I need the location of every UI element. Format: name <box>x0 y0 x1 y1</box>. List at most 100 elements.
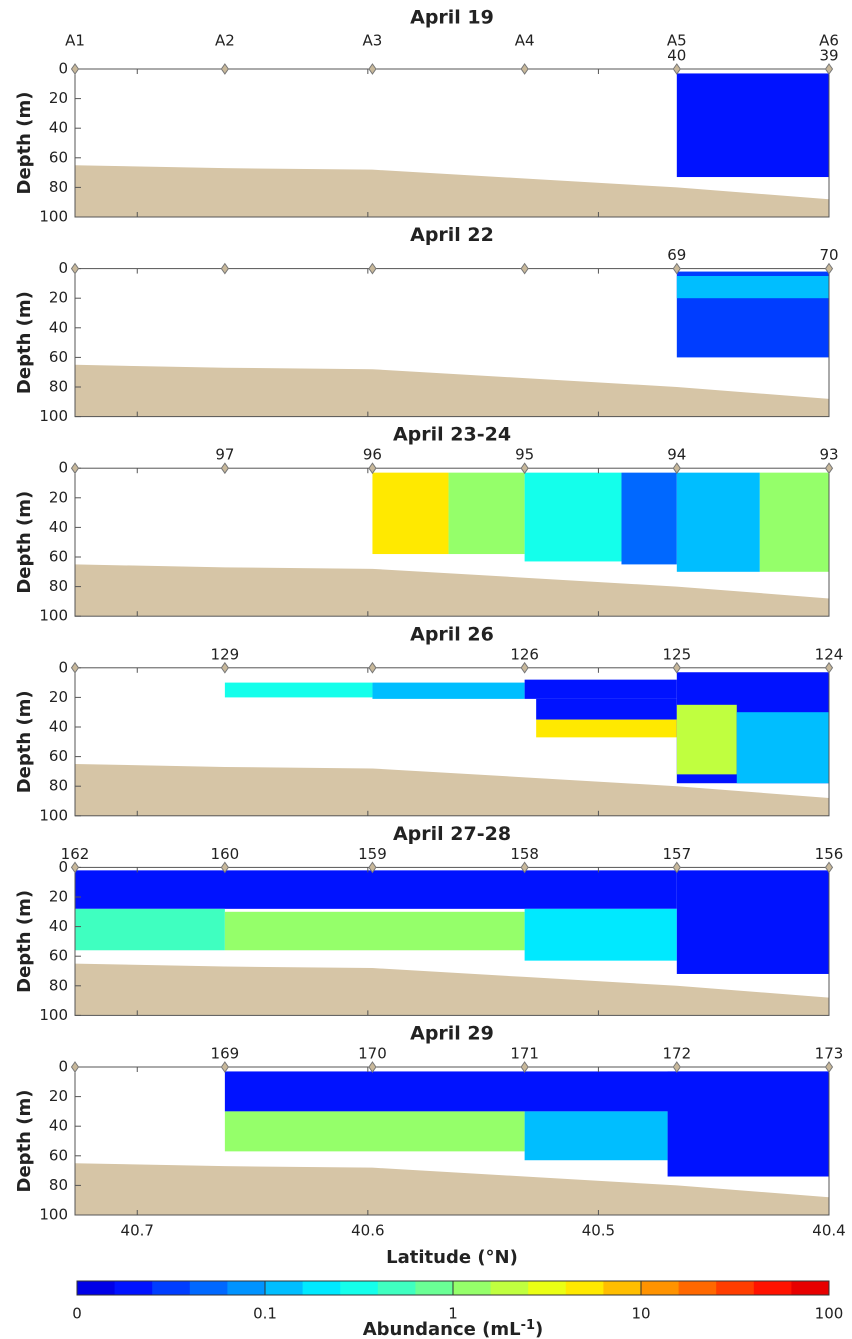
abundance-cell <box>676 472 760 572</box>
y-tick-label: 100 <box>39 1006 68 1024</box>
station-marker <box>220 1061 229 1073</box>
cast-label: 173 <box>815 1045 844 1063</box>
colorbar-swatch <box>340 1281 379 1295</box>
cast-label: 124 <box>815 645 844 663</box>
station-marker <box>70 861 80 874</box>
abundance-cell <box>224 911 525 951</box>
station-marker <box>70 262 80 275</box>
station-label: A5 <box>667 32 687 50</box>
station-marker <box>520 262 529 275</box>
abundance-cell <box>667 1071 829 1177</box>
plot-frame <box>74 667 830 817</box>
y-axis-label: Depth (m) <box>14 491 35 594</box>
colorbar-swatch <box>189 1281 228 1295</box>
station-marker <box>824 462 834 475</box>
station-label: A6 <box>819 32 839 50</box>
panel-title: April 22 <box>410 224 494 246</box>
station-marker <box>672 661 681 674</box>
station-marker <box>220 63 229 75</box>
panel-title: April 27-28 <box>393 823 511 845</box>
y-tick-label: 80 <box>49 976 68 994</box>
station-marker <box>824 861 834 874</box>
y-tick-label: 80 <box>49 1176 68 1194</box>
abundance-cell <box>448 472 525 555</box>
station-marker <box>520 462 529 475</box>
station-marker <box>368 661 377 674</box>
station-marker <box>220 661 229 674</box>
colorbar-tick-label: 100 <box>815 1305 844 1323</box>
abundance-cell <box>75 870 677 909</box>
y-tick-label: 20 <box>49 488 68 506</box>
y-tick-label: 60 <box>49 747 68 765</box>
station-marker <box>220 861 229 874</box>
abundance-cell <box>621 472 677 565</box>
cast-label: 94 <box>667 446 686 464</box>
colorbar-swatch <box>490 1281 529 1295</box>
cast-label: 97 <box>215 446 234 464</box>
cast-label: 169 <box>211 1045 240 1063</box>
colorbar-label-part: Abundance (mL <box>363 1319 521 1339</box>
abundance-cell <box>536 698 677 720</box>
abundance-cell <box>524 679 677 699</box>
x-tick-label: 40.7 <box>121 1222 154 1240</box>
station-marker <box>824 1061 834 1073</box>
abundance-cell <box>372 682 525 699</box>
plot-frame <box>74 866 830 1016</box>
abundance-cell <box>676 704 737 775</box>
y-tick-label: 40 <box>49 518 68 536</box>
y-tick-label: 60 <box>49 548 68 566</box>
y-tick-label: 20 <box>49 688 68 706</box>
abundance-cell <box>536 719 677 738</box>
station-marker <box>70 661 80 674</box>
cast-label: 125 <box>662 645 691 663</box>
plot-frame <box>74 1066 830 1216</box>
station-marker <box>672 63 681 75</box>
station-marker <box>824 661 834 674</box>
colorbar-label-part: ) <box>535 1319 543 1339</box>
y-tick-label: 60 <box>49 348 68 366</box>
plot-frame <box>74 467 830 617</box>
abundance-cell <box>224 1111 525 1152</box>
station-label: A4 <box>515 32 535 50</box>
y-tick-label: 20 <box>49 1087 68 1105</box>
station-label: A3 <box>363 32 383 50</box>
panel-title: April 23-24 <box>393 424 511 446</box>
station-label: A2 <box>215 32 235 50</box>
y-tick-label: 60 <box>49 1146 68 1164</box>
seafloor <box>75 165 829 217</box>
abundance-cell <box>676 870 829 974</box>
station-marker <box>672 462 681 475</box>
station-marker <box>368 1061 377 1073</box>
y-tick-label: 80 <box>49 178 68 196</box>
plot-frame <box>74 68 830 218</box>
y-tick-label: 40 <box>49 1117 68 1135</box>
x-tick-label: 40.6 <box>351 1222 384 1240</box>
y-tick-label: 60 <box>49 148 68 166</box>
y-tick-label: 40 <box>49 718 68 736</box>
station-marker <box>520 63 529 75</box>
colorbar-swatch <box>265 1281 304 1295</box>
abundance-cell <box>676 73 829 178</box>
y-axis-label: Depth (m) <box>14 690 35 793</box>
y-tick-label: 80 <box>49 577 68 595</box>
cast-label: 157 <box>662 845 691 863</box>
cast-label: 39 <box>819 47 838 65</box>
station-marker <box>672 1061 681 1073</box>
cast-label: 129 <box>211 645 240 663</box>
plot-frame <box>74 268 830 418</box>
cast-label: 93 <box>819 446 838 464</box>
station-marker <box>672 861 681 874</box>
abundance-cell <box>524 908 677 961</box>
y-tick-label: 0 <box>58 459 68 477</box>
colorbar-swatch <box>453 1281 492 1295</box>
cast-label: 70 <box>819 246 838 264</box>
abundance-cell <box>224 682 373 698</box>
colorbar-swatch <box>753 1281 792 1295</box>
x-axis-label: Latitude (°N) <box>386 1247 518 1268</box>
colorbar-swatch <box>603 1281 642 1295</box>
station-marker <box>368 861 377 874</box>
y-axis-label: Depth (m) <box>14 890 35 993</box>
abundance-cell <box>372 472 449 555</box>
colorbar-swatch <box>528 1281 567 1295</box>
